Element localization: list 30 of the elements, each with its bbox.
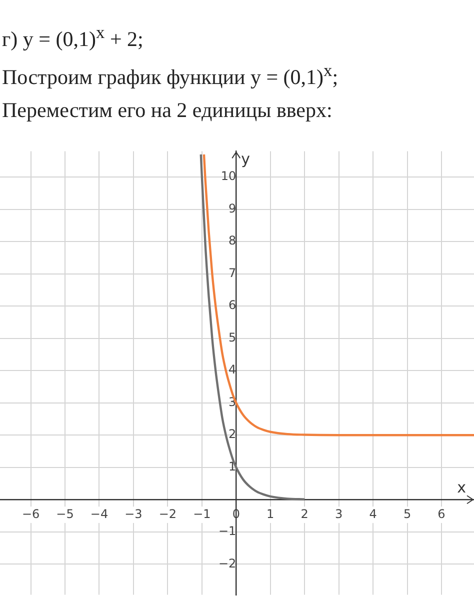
- y-axis-title: y: [241, 150, 250, 168]
- x-tick-label: 6: [438, 506, 446, 521]
- x-tick-label: 2: [300, 506, 308, 521]
- line-series: [200, 153, 306, 500]
- x-tick-label: 3: [334, 506, 343, 521]
- x-tick-label: −6: [22, 506, 40, 521]
- x-tick-label: 4: [369, 506, 377, 521]
- chart-subtitle: Построим график функции y = (0,1)$^{x}$;: [2, 60, 338, 90]
- y-tick-label: 9: [228, 201, 236, 216]
- x-tick-label: −1: [193, 506, 211, 521]
- y-tick-label: 7: [228, 266, 236, 280]
- y-tick-label: 8: [228, 234, 236, 248]
- y-tick-label: 1: [228, 459, 236, 474]
- x-tick-label: −2: [158, 506, 177, 521]
- x-axis-title: x: [457, 478, 466, 497]
- x-tick-label: −5: [56, 506, 74, 521]
- y-tick-label: 2: [228, 427, 236, 442]
- text: Переместим его на 2 единицы вверх:: [2, 98, 332, 123]
- y-tick-label: 10: [220, 169, 236, 184]
- x-tick-label: −3: [124, 506, 142, 521]
- chart-title: г) y = (0,1)$^{x}$ + 2;: [2, 22, 144, 52]
- x-tick-label: 1: [266, 506, 274, 521]
- x-tick-label: 5: [403, 506, 412, 521]
- y-tick-label: −2: [218, 556, 236, 570]
- y-tick-label: 4: [228, 362, 236, 377]
- y-tick-label: 6: [228, 298, 236, 312]
- x-tick-label: −4: [90, 506, 108, 521]
- y-tick-label: −1: [218, 524, 236, 538]
- y-tick-label: 5: [228, 330, 236, 344]
- line-series: [202, 153, 474, 436]
